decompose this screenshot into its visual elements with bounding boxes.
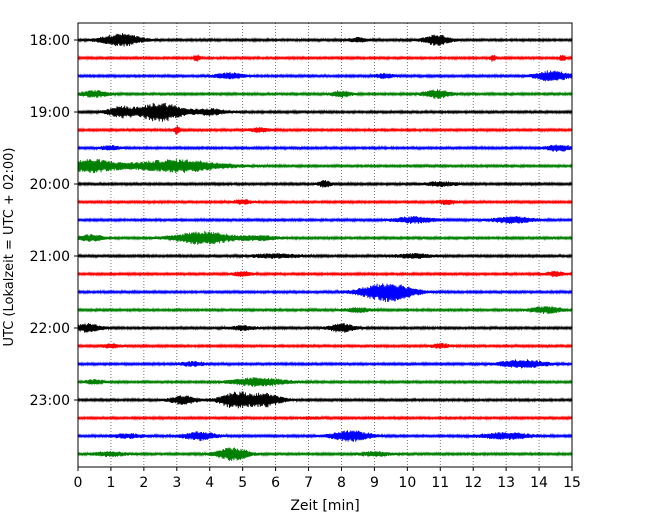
trace-line <box>77 391 573 409</box>
trace-line <box>77 306 573 315</box>
trace-line <box>77 180 573 188</box>
x-tick-label: 10 <box>398 475 416 491</box>
trace-line <box>77 415 573 421</box>
y-tick-label: 18:00 <box>30 33 70 49</box>
x-tick-label: 3 <box>172 475 181 491</box>
y-tick-label: 22:00 <box>30 321 70 337</box>
axes: 0 1 2 3 4 5 6 7 8 9 10 11 12 13 14 1518:0019:0020:0021:… <box>30 33 581 491</box>
plot-frame <box>77 22 573 468</box>
trace-line <box>77 33 573 47</box>
x-tick-label: 11 <box>431 475 449 491</box>
trace-line <box>77 283 573 303</box>
x-tick-label: 12 <box>464 475 482 491</box>
y-tick-label: 23:00 <box>30 393 70 409</box>
trace-line <box>77 447 573 462</box>
x-tick-label: 8 <box>337 475 346 491</box>
x-tick-label: 0 <box>74 475 83 491</box>
trace-series <box>77 33 573 462</box>
trace-line <box>77 70 573 82</box>
trace-line <box>77 430 573 442</box>
x-tick-label: 14 <box>530 475 548 491</box>
y-tick-label: 19:00 <box>30 105 70 121</box>
trace-line <box>77 89 573 100</box>
x-tick-label: 4 <box>205 475 214 491</box>
y-axis-label: UTC (Lokalzeit = UTC + 02:00) <box>2 148 17 347</box>
trace-line <box>77 359 573 369</box>
trace-line <box>77 54 573 62</box>
trace-line <box>77 377 573 387</box>
x-axis-label: Zeit [min] <box>290 498 359 514</box>
trace-line <box>77 125 573 135</box>
y-tick-label: 21:00 <box>30 249 70 265</box>
x-tick-label: 15 <box>563 475 581 491</box>
x-tick-label: 6 <box>271 475 280 491</box>
x-tick-label: 13 <box>497 475 515 491</box>
trace-line <box>77 270 573 277</box>
trace-line <box>77 158 573 174</box>
x-tick-label: 5 <box>238 475 247 491</box>
trace-line <box>77 342 573 349</box>
x-tick-label: 7 <box>304 475 313 491</box>
trace-line <box>77 199 573 205</box>
trace-line <box>77 323 573 333</box>
x-tick-label: 9 <box>370 475 379 491</box>
trace-line <box>77 230 573 245</box>
x-tick-label: 1 <box>106 475 115 491</box>
grid-lines <box>110 23 540 467</box>
x-tick-label: 2 <box>139 475 148 491</box>
trace-line <box>77 216 573 224</box>
trace-line <box>77 253 573 259</box>
trace-line <box>77 144 573 152</box>
trace-line <box>77 102 573 122</box>
y-tick-label: 20:00 <box>30 177 70 193</box>
